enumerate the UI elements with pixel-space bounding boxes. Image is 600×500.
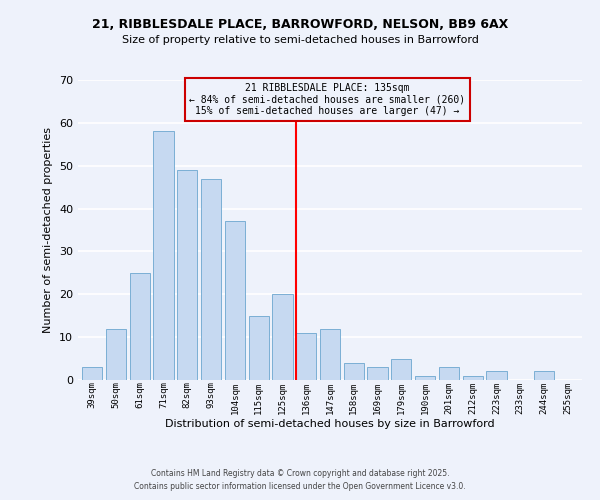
Text: Size of property relative to semi-detached houses in Barrowford: Size of property relative to semi-detach… [122,35,478,45]
Bar [272,294,293,380]
Bar [487,372,506,380]
X-axis label: Distribution of semi-detached houses by size in Barrowford: Distribution of semi-detached houses by … [165,419,495,429]
Bar [82,367,103,380]
Text: Contains public sector information licensed under the Open Government Licence v3: Contains public sector information licen… [134,482,466,491]
Bar [391,358,412,380]
Bar [296,333,316,380]
Bar [367,367,388,380]
Text: Contains HM Land Registry data © Crown copyright and database right 2025.: Contains HM Land Registry data © Crown c… [151,468,449,477]
Text: 21, RIBBLESDALE PLACE, BARROWFORD, NELSON, BB9 6AX: 21, RIBBLESDALE PLACE, BARROWFORD, NELSO… [92,18,508,30]
Bar [344,363,364,380]
Bar [201,178,221,380]
Bar [439,367,459,380]
Bar [130,273,150,380]
Y-axis label: Number of semi-detached properties: Number of semi-detached properties [43,127,53,333]
Text: 21 RIBBLESDALE PLACE: 135sqm
← 84% of semi-detached houses are smaller (260)
15%: 21 RIBBLESDALE PLACE: 135sqm ← 84% of se… [190,83,466,116]
Bar [106,328,126,380]
Bar [463,376,483,380]
Bar [248,316,269,380]
Bar [177,170,197,380]
Bar [225,222,245,380]
Bar [415,376,435,380]
Bar [534,372,554,380]
Bar [154,132,173,380]
Bar [320,328,340,380]
